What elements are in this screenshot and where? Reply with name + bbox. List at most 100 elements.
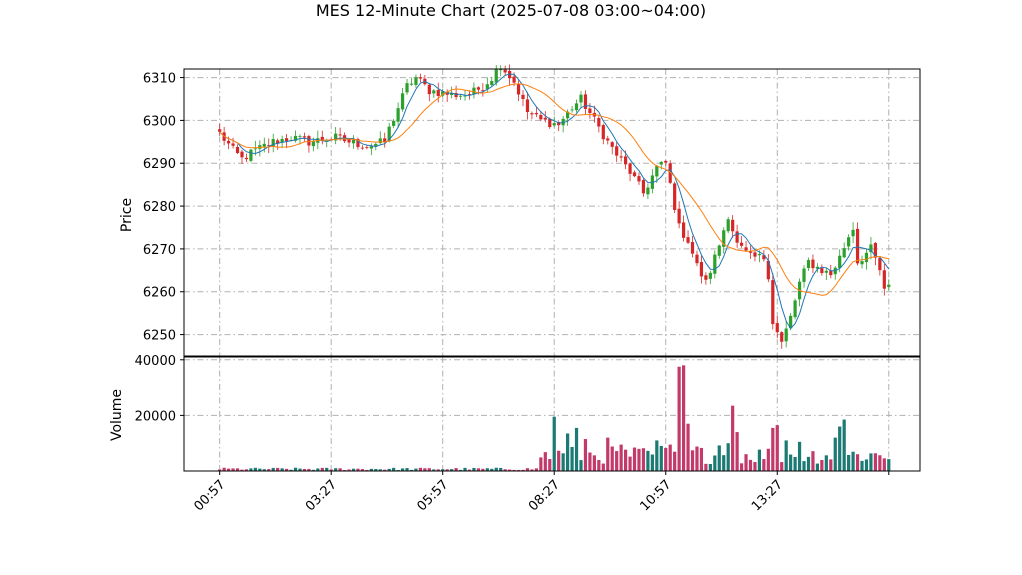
volume-bar [365,469,369,471]
volume-bar [405,468,409,471]
volume-bar [262,469,266,471]
candle-body [218,129,222,132]
candle-body [360,147,365,149]
volume-bar [615,451,619,471]
candle-body [695,254,699,264]
price-tick-label: 6280 [143,200,176,215]
candle-body [253,148,257,150]
price-tick-label: 6260 [143,286,176,301]
volume-bar [570,446,574,471]
candle-body [686,237,690,243]
candle-body [699,262,704,277]
candle-body [601,125,605,140]
volume-bar [864,459,869,471]
volume-bar [650,454,654,471]
candle-body [383,138,387,143]
volume-bar [240,469,244,471]
candle-body [789,315,793,329]
candle-body [396,108,400,122]
candle-body [655,165,659,177]
candle-body [311,141,315,147]
volume-bar [797,441,802,471]
volume-bar [739,463,744,471]
volume-bar [851,451,855,471]
candle-body [811,259,815,269]
candle-body [708,272,712,279]
candle-body [566,111,570,119]
candle-body [668,163,672,183]
volume-bar [619,444,623,471]
candle-body [753,252,757,257]
volume-bar [757,449,762,471]
volume-bar [673,451,677,471]
candle-body [588,108,592,114]
candle-body [436,89,440,96]
volume-bar [833,437,837,471]
volume-bar [530,469,534,471]
candle-body [637,176,641,182]
volume-bar [583,439,588,471]
candle-body [847,237,851,247]
volume-bar [842,419,846,471]
time-tick-label: 08:27 [526,477,563,514]
candle-body [873,243,877,258]
time-tick-label: 00:57 [191,477,228,514]
candle-body [780,332,784,342]
volume-bar [418,467,423,471]
volume-bar [744,454,748,471]
volume-bar [887,459,891,471]
candle-body [338,134,342,136]
candle-body [887,284,891,288]
candle-body [842,248,846,258]
candle-body [677,208,681,224]
volume-bar [476,468,481,471]
candle-body [829,270,833,276]
candle-body [690,242,695,254]
candle-body [632,172,637,177]
volume-bar [686,423,690,471]
volume-bar [351,468,356,471]
volume-bar [784,440,788,471]
candle-body [298,136,302,137]
volume-bar [646,450,650,471]
candle-body [334,133,338,141]
volume-bar [400,468,405,471]
volume-bar [387,468,391,471]
candle-body [762,255,766,260]
volume-bar [780,462,784,471]
volume-bar [289,469,293,471]
candle-body [405,83,409,93]
candle-body [757,254,762,256]
price-panel-frame [183,68,921,357]
volume-bar [334,468,338,471]
volume-bar [516,469,521,471]
time-tick-label: 05:57 [414,477,451,514]
candle-body [775,323,779,333]
candle-body [530,113,534,115]
candle-body [467,94,472,96]
candle-body [744,247,748,251]
candle-body [815,266,820,269]
volume-bar [253,467,257,471]
volume-bar [623,449,628,471]
candle-body [771,280,775,325]
volume-bar [597,460,601,471]
volume-bar [664,447,668,471]
volume-bar [882,458,886,471]
candle-body [784,328,788,342]
volume-bar [414,468,418,471]
time-tick-label: 03:27 [303,477,340,514]
volume-bar [838,426,842,471]
volume-bar [561,453,565,471]
candle-body [356,139,360,148]
candle-body [646,187,650,195]
candle-body [432,90,436,94]
volume-bar [811,451,815,471]
volume-bar [271,467,275,471]
volume-bar [458,469,463,471]
candle-body [476,87,481,90]
volume-bar [280,468,284,471]
volume-bar [450,469,454,471]
volume-bar [302,469,307,471]
